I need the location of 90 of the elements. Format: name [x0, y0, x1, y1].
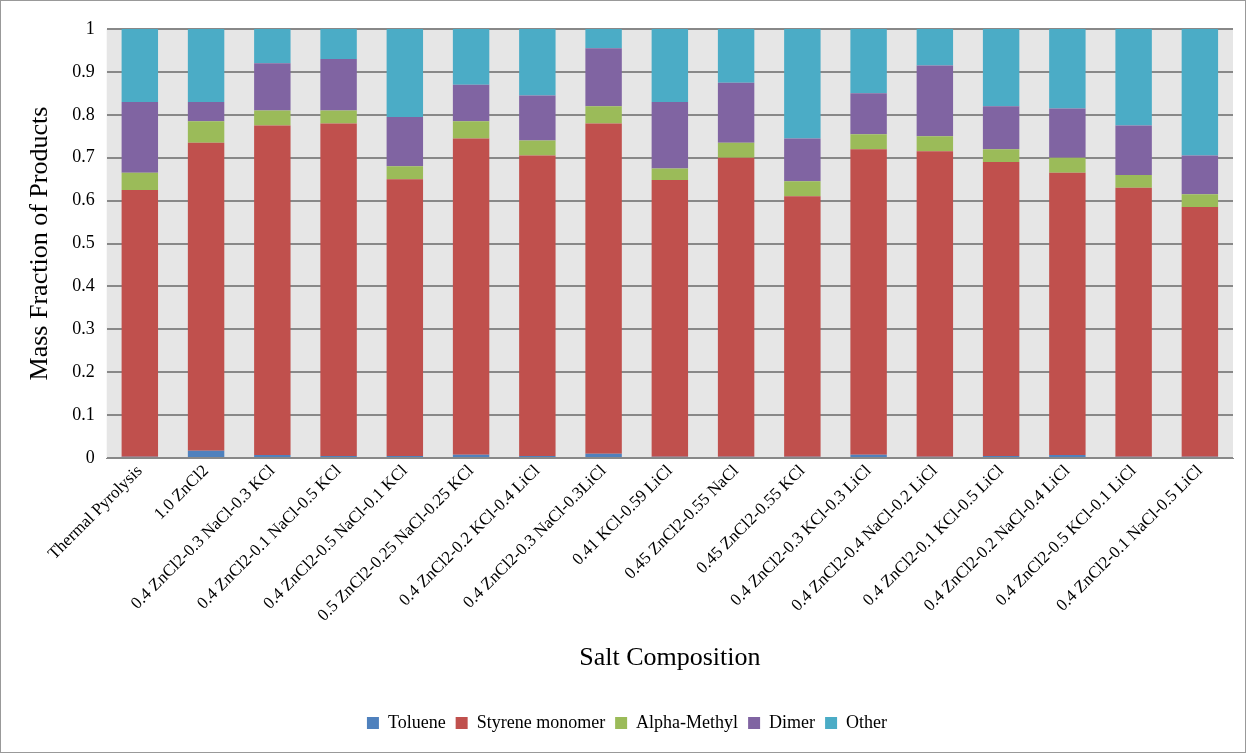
legend-label: Alpha-Methyl — [636, 711, 739, 732]
bar — [254, 29, 291, 64]
bar — [519, 155, 556, 456]
y-tick-label: 0.9 — [72, 60, 95, 81]
y-tick-label: 0.3 — [72, 318, 95, 339]
bar — [585, 453, 622, 458]
bar — [121, 189, 159, 457]
bar — [1181, 207, 1219, 457]
bar — [1181, 194, 1219, 208]
bar — [452, 138, 490, 455]
bar — [1181, 29, 1219, 156]
legend-label: Other — [846, 711, 888, 732]
bar — [452, 29, 490, 85]
bar — [585, 123, 622, 454]
bar — [187, 121, 225, 143]
bar — [1049, 29, 1086, 109]
bar — [320, 110, 357, 124]
bar — [320, 29, 357, 60]
bar — [1049, 108, 1086, 158]
bar — [784, 196, 821, 457]
bar — [386, 29, 424, 117]
bar — [187, 29, 225, 102]
bar — [982, 162, 1020, 456]
legend-label: Toluene — [387, 711, 446, 732]
bar — [1115, 29, 1152, 126]
bar — [585, 29, 622, 49]
bar — [717, 157, 755, 457]
bar — [717, 29, 755, 83]
y-axis-title: Mass Fraction of Products — [24, 106, 54, 381]
bar — [386, 116, 424, 167]
bar — [784, 29, 821, 139]
bar — [519, 140, 556, 156]
bar — [187, 101, 225, 122]
bar — [982, 149, 1020, 163]
bar — [1115, 187, 1152, 457]
y-tick-label: 0.4 — [72, 275, 95, 296]
bar — [320, 59, 357, 111]
bar — [916, 151, 954, 457]
bar — [784, 181, 821, 197]
bar — [121, 172, 159, 190]
bar — [320, 123, 357, 456]
bar — [1115, 174, 1152, 188]
bar — [651, 101, 689, 169]
bar — [982, 29, 1020, 107]
bar — [1049, 172, 1086, 456]
bar — [254, 455, 291, 458]
bar — [519, 29, 556, 96]
bar — [1049, 455, 1086, 458]
bar — [916, 29, 954, 66]
y-tick-label: 0.6 — [72, 189, 95, 210]
y-tick-label: 0 — [85, 446, 95, 467]
legend-label: Dimer — [769, 711, 816, 732]
bar — [717, 142, 755, 158]
bar — [187, 142, 225, 451]
bar — [254, 63, 291, 111]
y-tick-label: 0.2 — [72, 361, 95, 382]
bar — [121, 101, 159, 173]
bar — [982, 106, 1020, 150]
bar — [916, 136, 954, 152]
x-axis-title: Salt Composition — [579, 642, 761, 672]
y-tick-label: 0.1 — [72, 403, 95, 424]
y-tick-label: 0.8 — [72, 103, 95, 124]
bar — [452, 84, 490, 122]
bar — [850, 93, 887, 135]
bar — [850, 149, 887, 455]
bar — [519, 95, 556, 141]
bar — [651, 29, 689, 102]
bar — [452, 121, 490, 139]
legend-label: Styrene monomer — [476, 711, 606, 732]
bar — [386, 179, 424, 456]
bar — [121, 29, 159, 102]
bar — [1181, 155, 1219, 195]
bar — [187, 450, 225, 458]
bar — [850, 29, 887, 94]
bar — [784, 138, 821, 182]
bar — [916, 65, 954, 137]
y-tick-label: 1 — [85, 17, 95, 38]
y-tick-label: 0.5 — [72, 232, 95, 253]
bar — [585, 48, 622, 107]
bar — [254, 110, 291, 126]
bar — [386, 166, 424, 180]
bar — [1049, 157, 1086, 173]
bar — [585, 106, 622, 124]
bar — [254, 125, 291, 456]
bar — [1115, 125, 1152, 175]
bar — [717, 82, 755, 143]
bar — [651, 168, 689, 181]
bar — [850, 134, 887, 150]
bar — [651, 180, 689, 457]
y-tick-label: 0.7 — [72, 146, 95, 167]
